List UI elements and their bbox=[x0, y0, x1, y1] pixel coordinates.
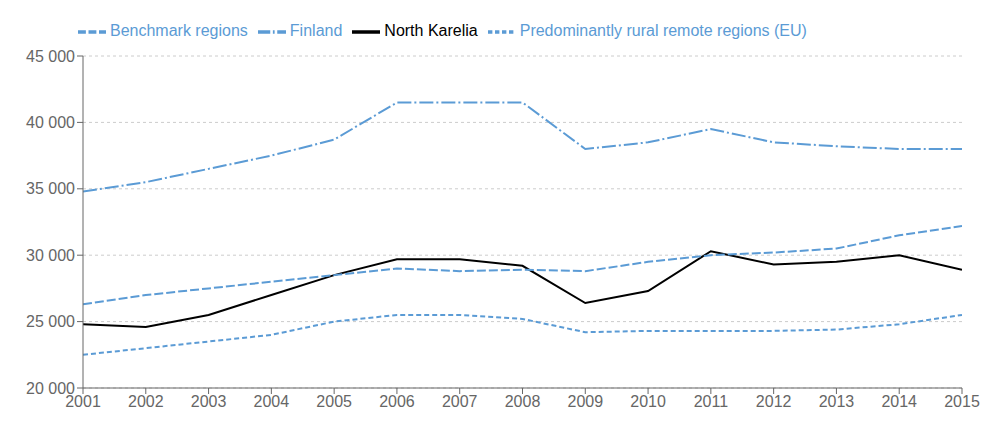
svg-text:2011: 2011 bbox=[694, 393, 729, 410]
svg-text:2012: 2012 bbox=[756, 393, 792, 410]
svg-text:2009: 2009 bbox=[567, 393, 603, 410]
svg-text:40 000: 40 000 bbox=[26, 114, 75, 131]
html-text:North Karelia: North Karelia bbox=[384, 22, 478, 40]
svg-text:2010: 2010 bbox=[630, 393, 666, 410]
svg-text:45 000: 45 000 bbox=[26, 48, 75, 65]
svg-text:2007: 2007 bbox=[442, 393, 478, 410]
svg-text:2006: 2006 bbox=[379, 393, 415, 410]
svg-text:2005: 2005 bbox=[316, 393, 352, 410]
svg-text:2004: 2004 bbox=[254, 393, 290, 410]
html-text:Benchmark regions: Benchmark regions bbox=[110, 22, 248, 40]
svg-text:20 000: 20 000 bbox=[26, 380, 75, 397]
svg-text:2015: 2015 bbox=[944, 393, 980, 410]
svg-text:2003: 2003 bbox=[191, 393, 227, 410]
svg-text:2002: 2002 bbox=[128, 393, 164, 410]
svg-text:2001: 2001 bbox=[65, 393, 101, 411]
svg-text:35 000: 35 000 bbox=[26, 180, 75, 197]
html-text:Finland: Finland bbox=[289, 22, 343, 40]
svg-text:2008: 2008 bbox=[505, 393, 541, 410]
svg-text:2014: 2014 bbox=[881, 393, 917, 410]
html-text:Predominantly rural remote reg: Predominantly rural remote regions (EU) bbox=[519, 22, 807, 40]
svg-text:25 000: 25 000 bbox=[26, 313, 75, 330]
svg-text:30 000: 30 000 bbox=[26, 247, 75, 264]
svg-text:2013: 2013 bbox=[819, 393, 855, 410]
